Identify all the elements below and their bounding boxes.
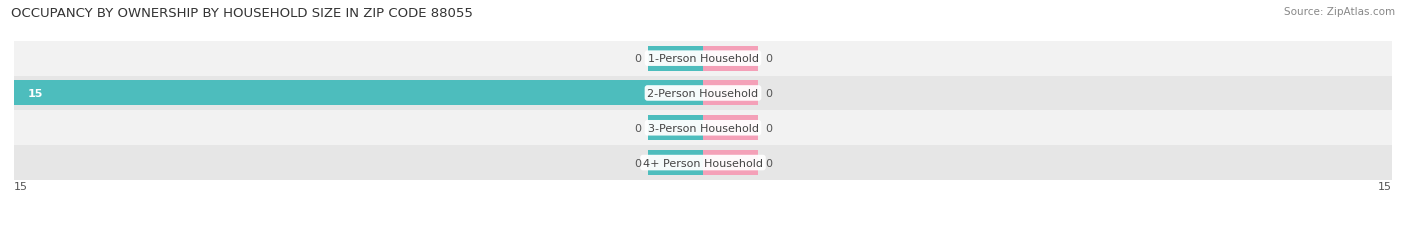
Bar: [703, 150, 758, 175]
Text: 0: 0: [765, 123, 772, 133]
Bar: [14, 42, 1392, 76]
Bar: [703, 116, 758, 141]
Bar: [14, 76, 1392, 111]
Text: OCCUPANCY BY OWNERSHIP BY HOUSEHOLD SIZE IN ZIP CODE 88055: OCCUPANCY BY OWNERSHIP BY HOUSEHOLD SIZE…: [11, 7, 474, 20]
Bar: [14, 111, 1392, 146]
Text: 0: 0: [634, 158, 641, 168]
Text: 15: 15: [1378, 181, 1392, 191]
Text: 15: 15: [14, 181, 28, 191]
Text: 0: 0: [765, 54, 772, 64]
Text: 3-Person Household: 3-Person Household: [648, 123, 758, 133]
Text: 0: 0: [765, 158, 772, 168]
Text: 4+ Person Household: 4+ Person Household: [643, 158, 763, 168]
Bar: [703, 81, 758, 106]
Text: 0: 0: [634, 123, 641, 133]
Bar: [648, 150, 703, 175]
Bar: [14, 81, 703, 106]
Text: Source: ZipAtlas.com: Source: ZipAtlas.com: [1284, 7, 1395, 17]
Bar: [648, 46, 703, 71]
Text: 0: 0: [765, 88, 772, 99]
Bar: [648, 116, 703, 141]
Legend: Owner-occupied, Renter-occupied: Owner-occupied, Renter-occupied: [586, 228, 820, 231]
Text: 0: 0: [634, 54, 641, 64]
Bar: [14, 146, 1392, 180]
Text: 1-Person Household: 1-Person Household: [648, 54, 758, 64]
Text: 2-Person Household: 2-Person Household: [647, 88, 759, 99]
Text: 15: 15: [28, 88, 44, 99]
Bar: [703, 46, 758, 71]
